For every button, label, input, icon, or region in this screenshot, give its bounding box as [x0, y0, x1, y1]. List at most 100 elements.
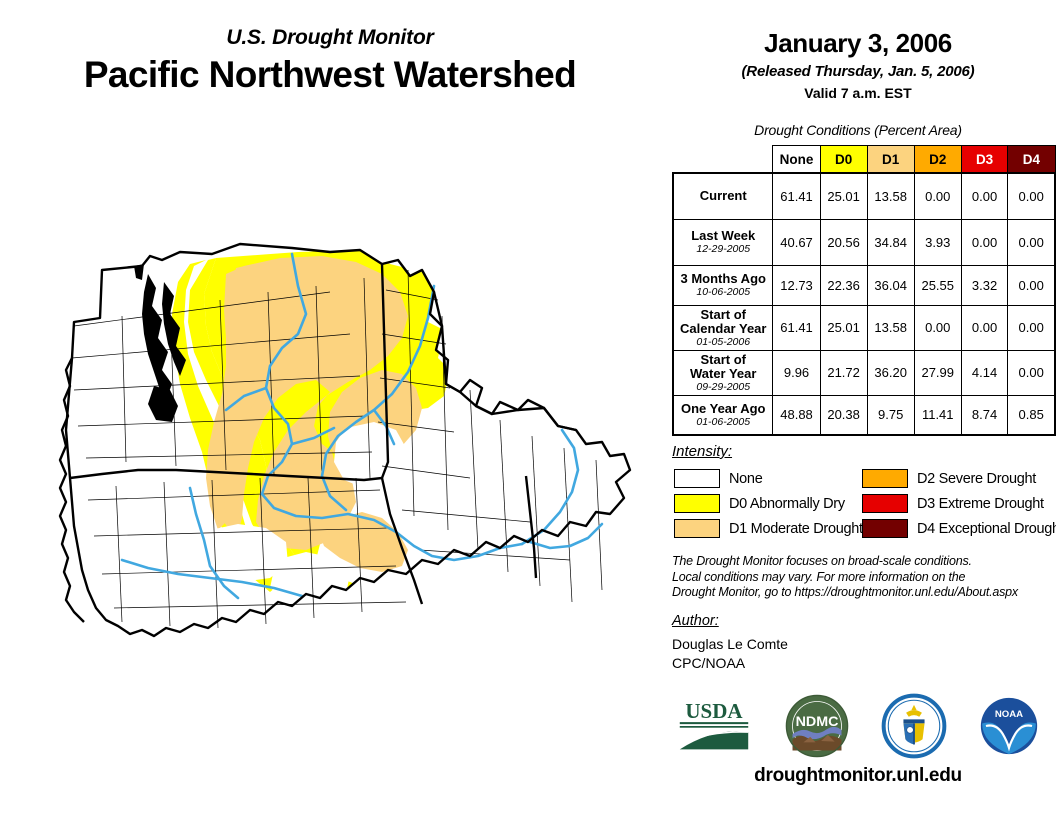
table-row: Last Week 12-29-2005 40.67 20.56 34.84 3.93 0.…	[672, 218, 1056, 266]
cell-d0: 20.56	[819, 218, 868, 266]
legend-label: D2 Severe Drought	[917, 470, 1037, 487]
legend-item: D4 Exceptional Drought	[862, 516, 1056, 541]
cell-d3: 0.00	[960, 304, 1009, 351]
legend-item: D1 Moderate Drought	[674, 516, 863, 541]
drought-conditions-table: None D0 D1 D2 D3 D4 Current 61.41 25.01 13.58 0.0…	[672, 145, 1056, 436]
header-spacer	[673, 146, 773, 174]
legend-label: None	[729, 470, 763, 487]
cell-d1: 9.75	[866, 394, 915, 436]
row-label: 3 Months Ago 10-06-2005	[672, 264, 774, 306]
disclaimer-text: The Drought Monitor focuses on broad-sca…	[672, 554, 1018, 599]
row-label-text: One Year Ago	[680, 400, 766, 416]
legend-column-left: None D0 Abnormally Dry D1 Moderate Drought	[674, 466, 863, 541]
table-row: Start of Calendar Year 01-05-2006 61.41 25.0…	[672, 304, 1056, 351]
table-caption: Drought Conditions (Percent Area)	[754, 122, 962, 138]
column-header-d4: D4	[1007, 145, 1056, 174]
ndmc-logo: NDMC	[783, 692, 851, 765]
row-label-text: Current	[699, 188, 747, 204]
author-affiliation: CPC/NOAA	[672, 655, 746, 671]
program-subtitle: U.S. Drought Monitor	[226, 26, 434, 49]
table-row: One Year Ago 01-06-2005 48.88 20.38 9.75 11.4…	[672, 394, 1056, 436]
county-boundaries	[71, 269, 603, 629]
website-url: droughtmonitor.unl.edu	[754, 765, 962, 786]
noaa-logo: NOAA	[977, 694, 1041, 763]
legend-swatch	[674, 469, 720, 488]
cell-d0: 25.01	[819, 172, 868, 220]
drought-shading-layer	[116, 250, 582, 634]
row-label-date: 10-06-2005	[696, 286, 751, 298]
cell-d1: 34.84	[866, 218, 915, 266]
cell-d4: 0.00	[1007, 218, 1056, 266]
author-name: Douglas Le Comte	[672, 636, 788, 652]
row-label: One Year Ago 01-06-2005	[672, 394, 774, 436]
column-header-d1: D1	[866, 145, 915, 174]
cell-d0: 21.72	[819, 349, 868, 396]
state-and-basin-outline	[58, 242, 632, 638]
row-label-text: Last Week	[691, 228, 756, 243]
legend-label: D1 Moderate Drought	[729, 520, 863, 537]
table-row: 3 Months Ago 10-06-2005 12.73 22.36 36.04 25.…	[672, 264, 1056, 306]
column-header-d2: D2	[913, 145, 962, 174]
usda-logo: USDA	[675, 698, 753, 759]
author-heading: Author:	[672, 613, 719, 629]
legend-label: D0 Abnormally Dry	[729, 495, 845, 512]
cell-d2: 27.99	[913, 349, 962, 396]
cell-none: 12.73	[772, 264, 821, 306]
cell-d4: 0.00	[1007, 349, 1056, 396]
cell-d0: 22.36	[819, 264, 868, 306]
row-label-date: 01-06-2005	[696, 415, 751, 428]
release-header: January 3, 2006 (Released Thursday, Jan.…	[660, 28, 1056, 101]
table-row: Start of Water Year 09-29-2005 9.96 21.72 36.…	[672, 349, 1056, 396]
cell-d0: 25.01	[819, 304, 868, 351]
legend-item: D3 Extreme Drought	[862, 491, 1056, 516]
cell-d0: 20.38	[819, 394, 868, 436]
cell-d4: 0.00	[1007, 304, 1056, 351]
row-label: Start of Calendar Year 01-05-2006	[672, 304, 774, 351]
legend-swatch	[862, 519, 908, 538]
author-block: Douglas Le Comte CPC/NOAA	[672, 635, 788, 673]
released-date: (Released Thursday, Jan. 5, 2006)	[741, 63, 975, 80]
legend-item: D0 Abnormally Dry	[674, 491, 863, 516]
cell-none: 9.96	[772, 349, 821, 396]
legend-item: D2 Severe Drought	[862, 466, 1056, 491]
cell-d2: 3.93	[913, 218, 962, 266]
cell-none: 61.41	[772, 172, 821, 220]
row-label-date: 09-29-2005	[696, 380, 751, 393]
intensity-heading: Intensity:	[672, 443, 733, 460]
legend-label: D4 Exceptional Drought	[917, 520, 1056, 537]
row-label: Current	[672, 172, 774, 220]
legend-swatch	[862, 469, 908, 488]
cell-d4: 0.85	[1007, 394, 1056, 436]
legend-swatch	[862, 494, 908, 513]
cell-d2: 0.00	[913, 304, 962, 351]
cell-d2: 0.00	[913, 172, 962, 220]
row-label: Last Week 12-29-2005	[672, 218, 774, 266]
row-label: Start of Water Year 09-29-2005	[672, 349, 774, 396]
legend-column-right: D2 Severe Drought D3 Extreme Drought D4 Ex…	[862, 466, 1056, 541]
column-header-d3: D3	[960, 145, 1009, 174]
svg-text:NDMC: NDMC	[796, 714, 839, 730]
map-title-block: U.S. Drought Monitor Pacific Northwest W…	[0, 26, 660, 96]
cell-d3: 4.14	[960, 349, 1009, 396]
page-title: Pacific Northwest Watershed	[83, 54, 577, 95]
cell-none: 61.41	[772, 304, 821, 351]
column-header-none: None	[772, 145, 821, 174]
table-body: Current 61.41 25.01 13.58 0.00 0.00 0.00 Last W…	[672, 172, 1056, 436]
valid-time: Valid 7 a.m. EST	[804, 85, 912, 101]
table-header-row: None D0 D1 D2 D3 D4	[673, 145, 1056, 174]
legend-label: D3 Extreme Drought	[917, 495, 1044, 512]
cell-d3: 0.00	[960, 218, 1009, 266]
cell-d4: 0.00	[1007, 264, 1056, 306]
table-row: Current 61.41 25.01 13.58 0.00 0.00 0.00	[672, 172, 1056, 220]
pacific-northwest-watershed-map	[30, 230, 650, 660]
cell-d3: 8.74	[960, 394, 1009, 436]
cell-none: 48.88	[772, 394, 821, 436]
row-label-text: Start of Water Year	[689, 351, 757, 381]
cell-d1: 13.58	[866, 172, 915, 220]
legend-swatch	[674, 519, 720, 538]
legend-item: None	[674, 466, 863, 491]
agency-logo-strip: USDA NDMC	[660, 692, 1056, 765]
cell-d4: 0.00	[1007, 172, 1056, 220]
row-label-date: 12-29-2005	[696, 243, 751, 255]
column-header-d0: D0	[819, 145, 868, 174]
